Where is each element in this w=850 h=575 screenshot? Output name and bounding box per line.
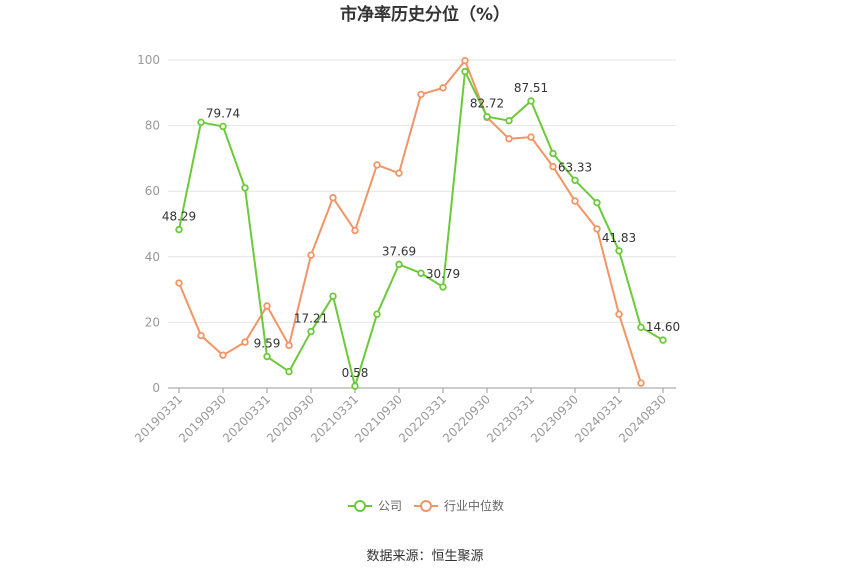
data-point (505, 135, 513, 143)
y-tick-label: 20 (145, 315, 160, 329)
series-lines (175, 56, 667, 390)
data-point (351, 382, 359, 390)
data-point (241, 338, 249, 346)
data-label: 48.29 (162, 210, 196, 224)
data-point (197, 118, 205, 127)
y-tick-label: 80 (145, 119, 160, 133)
data-point (659, 336, 667, 344)
data-point (593, 225, 601, 233)
series-line-0 (178, 70, 664, 388)
data-point (615, 310, 623, 318)
data-point (549, 162, 557, 171)
data-label: 37.69 (382, 244, 416, 258)
data-label: 0.58 (342, 366, 369, 380)
series-line-1 (178, 59, 642, 384)
data-point (263, 352, 271, 361)
data-point (417, 269, 425, 277)
x-tick-label: 20240830 (616, 392, 669, 445)
data-point (219, 351, 227, 359)
data-point (263, 302, 271, 310)
y-tick-label: 100 (137, 53, 160, 67)
legend-item-0[interactable]: 公司 (348, 499, 402, 513)
data-point (307, 327, 315, 336)
data-point (329, 292, 337, 300)
legend[interactable]: 公司 行业中位数 (348, 498, 504, 513)
x-axis: 2019033120190930202003312020093020210331… (132, 387, 676, 445)
data-point (197, 331, 205, 340)
data-point (461, 67, 469, 76)
data-point (593, 198, 601, 207)
y-tick-label: 0 (152, 381, 160, 395)
data-point (417, 90, 425, 99)
data-label: 17.21 (294, 312, 328, 326)
data-point (439, 283, 447, 291)
y-tick-label: 60 (145, 184, 160, 198)
data-point (527, 133, 535, 141)
y-axis: 0 20 40 60 80 100 (137, 53, 160, 395)
data-labels: 48.29 79.74 9.59 17.21 0.58 37.69 30.79 82.72 87… (162, 81, 680, 380)
chart-title: 市净率历史分位（%） (340, 4, 510, 25)
data-point (615, 247, 623, 255)
y-tick-label: 40 (145, 250, 160, 264)
data-point (439, 84, 447, 92)
data-point (395, 260, 403, 269)
data-point (395, 169, 403, 177)
data-point (373, 161, 381, 169)
data-point (219, 122, 227, 131)
data-label: 79.74 (206, 106, 240, 120)
data-point (637, 323, 645, 332)
data-point (505, 116, 513, 125)
data-point (307, 251, 315, 259)
data-label: 30.79 (426, 267, 460, 281)
data-point (483, 112, 491, 121)
data-point (571, 176, 579, 184)
data-point (461, 56, 469, 65)
legend-marker (420, 500, 432, 512)
legend-item-1[interactable]: 行业中位数 (414, 498, 504, 513)
data-label: 63.33 (558, 160, 592, 174)
data-label: 9.59 (254, 337, 281, 351)
data-point (175, 225, 183, 234)
data-point (571, 197, 579, 205)
legend-label: 行业中位数 (444, 498, 504, 513)
legend-label: 公司 (378, 499, 402, 513)
data-label: 41.83 (602, 231, 636, 245)
data-point (549, 149, 557, 158)
source-note: 数据来源：恒生聚源 (366, 549, 483, 564)
data-label: 14.60 (646, 320, 680, 334)
data-point (527, 97, 535, 105)
data-label: 87.51 (514, 81, 548, 95)
data-point (351, 226, 359, 235)
data-point (285, 341, 293, 350)
data-point (329, 194, 337, 202)
data-point (175, 279, 183, 287)
data-point (373, 310, 381, 318)
gridlines (168, 59, 676, 323)
data-point (637, 379, 645, 387)
data-label: 82.72 (470, 97, 504, 111)
data-point (285, 367, 293, 376)
legend-marker (354, 500, 366, 512)
data-point (241, 184, 249, 192)
